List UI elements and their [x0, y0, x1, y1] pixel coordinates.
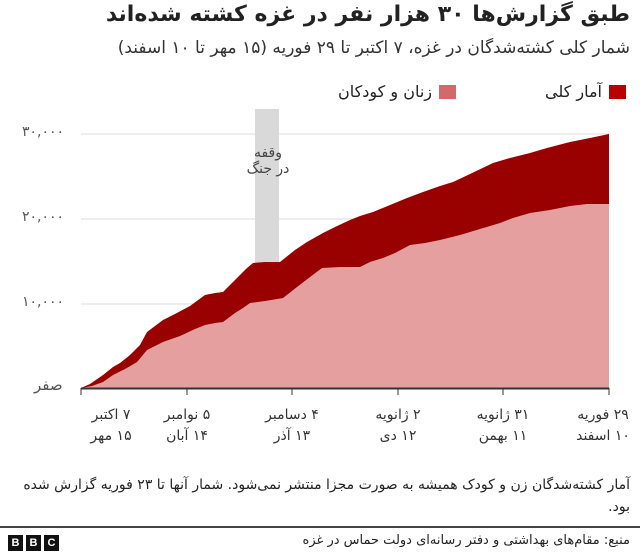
bbc-logo-letter: B — [26, 535, 41, 551]
legend-label-women-children: زنان و کودکان — [338, 82, 432, 101]
x-tick-gregorian: ۲ ژانویه — [375, 407, 421, 423]
x-tick-label-feb29: ۲۹ فوریه ۱۰ اسفند — [548, 405, 640, 447]
ceasefire-label-line1: وقفه — [253, 145, 283, 161]
y-tick-10000: ۱۰,۰۰۰ — [22, 294, 65, 310]
legend-item-total: آمار کلی — [545, 82, 626, 101]
y-tick-zero: صفر — [34, 376, 63, 394]
legend-item-women-children: زنان و کودکان — [338, 82, 456, 101]
y-tick-20000: ۲۰,۰۰۰ — [22, 209, 65, 225]
legend-swatch-women-children — [439, 84, 456, 99]
legend-label-total: آمار کلی — [545, 82, 602, 101]
x-tick-gregorian: ۴ دسامبر — [265, 407, 319, 423]
x-tick-persian: ۱۴ آبان — [166, 428, 208, 444]
x-tick-persian: ۱۲ دی — [379, 428, 417, 444]
y-tick-30000: ۳۰,۰۰۰ — [22, 124, 65, 140]
chart-subtitle: شمار کلی کشته‌شدگان در غزه، ۷ اکتبر تا ۲… — [117, 38, 630, 58]
women-children-area — [81, 204, 609, 388]
x-tick-persian: ۱۱ بهمن — [478, 428, 528, 444]
footer-divider — [0, 526, 640, 528]
bbc-logo-letter: C — [44, 535, 59, 551]
x-tick-label-nov5: ۵ نوامبر ۱۴ آبان — [132, 405, 242, 447]
x-tick-label-jan2: ۲ ژانویه ۱۲ دی — [343, 405, 453, 447]
x-tick-gregorian: ۵ نوامبر — [163, 407, 211, 423]
ceasefire-annotation: وقفه در جنگ — [228, 145, 308, 177]
bbc-logo: B B C — [8, 535, 59, 551]
footnote: آمار کشته‌شدگان زن و کودک همیشه به صورت … — [23, 477, 630, 515]
ceasefire-label-line2: در جنگ — [246, 161, 290, 177]
x-tick-gregorian: ۲۹ فوریه — [577, 407, 629, 423]
x-tick-label-dec4: ۴ دسامبر ۱۳ آذر — [237, 405, 347, 447]
x-tick-gregorian: ۳۱ ژانویه — [476, 407, 530, 423]
x-tick-persian: ۱۰ اسفند — [576, 428, 630, 444]
x-tick-gregorian: ۷ اکتبر — [91, 407, 131, 423]
x-tick-label-oct7: ۷ اکتبر ۱۵ مهر — [56, 405, 166, 447]
x-tick-persian: ۱۵ مهر — [90, 428, 132, 444]
x-tick-label-jan31: ۳۱ ژانویه ۱۱ بهمن — [448, 405, 558, 447]
x-tick-persian: ۱۳ آذر — [273, 428, 311, 444]
legend-swatch-total — [609, 84, 626, 99]
chart-title: طبق گزارش‌ها ۳۰ هزار نفر در غزه کشته شده… — [105, 2, 630, 27]
bbc-logo-letter: B — [8, 535, 23, 551]
source-credit: منبع: مقام‌های بهداشتی و دفتر رسانه‌ای د… — [302, 533, 630, 548]
area-chart — [80, 109, 610, 395]
